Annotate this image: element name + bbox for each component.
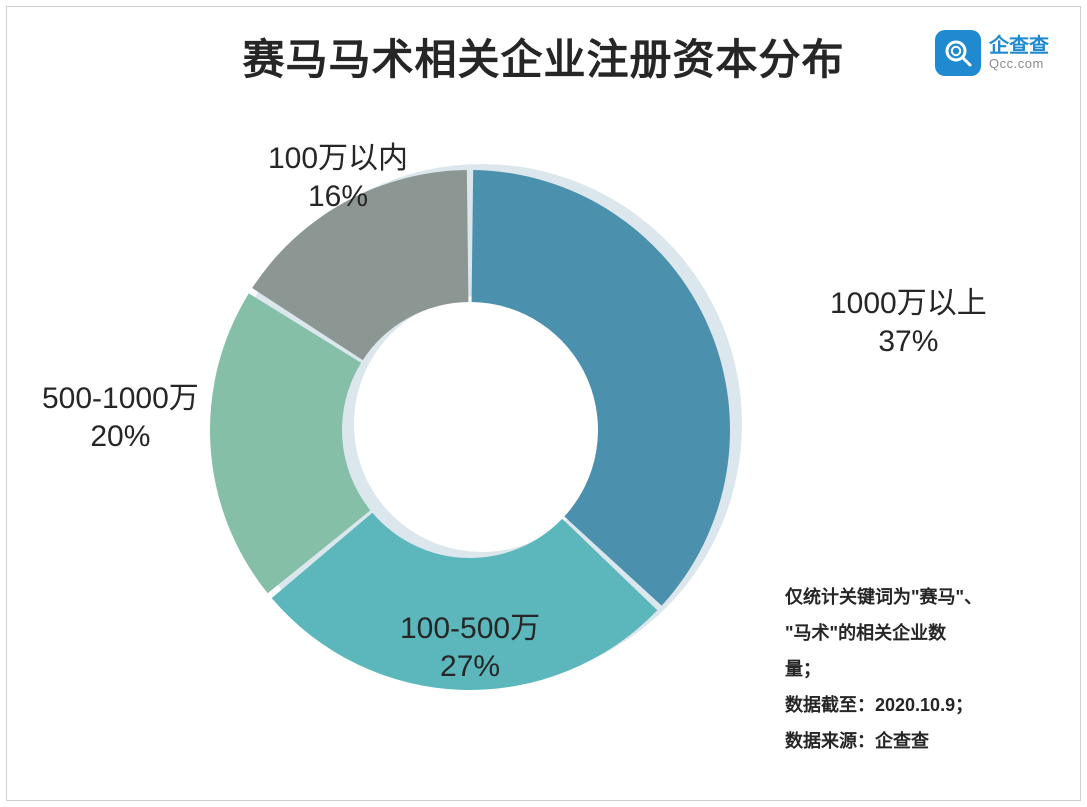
donut-slice bbox=[472, 170, 730, 606]
slice-label-1-line2: 27% bbox=[440, 650, 500, 683]
slice-label-0-line2: 37% bbox=[878, 325, 938, 358]
slice-label-2-line2: 20% bbox=[90, 420, 150, 453]
slice-label-2: 500-1000万 20% bbox=[42, 380, 199, 455]
slice-label-3: 100万以内 16% bbox=[268, 140, 408, 215]
footnote-line-5: 数据来源：企查查 bbox=[785, 723, 1045, 759]
footnotes: 仅统计关键词为"赛马"、 "马术"的相关企业数 量； 数据截至：2020.10.… bbox=[785, 579, 1045, 759]
slice-label-0: 1000万以上 37% bbox=[830, 285, 987, 360]
slice-label-1: 100-500万 27% bbox=[400, 610, 540, 685]
footnote-line-4: 数据截至：2020.10.9； bbox=[785, 687, 1045, 723]
footnote-line-3: 量； bbox=[785, 651, 1045, 687]
footnote-line-1: 仅统计关键词为"赛马"、 bbox=[785, 579, 1045, 615]
slice-label-0-line1: 1000万以上 bbox=[830, 287, 987, 320]
slice-label-3-line2: 16% bbox=[308, 180, 368, 213]
slice-label-3-line1: 100万以内 bbox=[268, 142, 408, 175]
slice-label-1-line1: 100-500万 bbox=[400, 612, 540, 645]
footnote-line-2: "马术"的相关企业数 bbox=[785, 615, 1045, 651]
slice-label-2-line1: 500-1000万 bbox=[42, 382, 199, 415]
